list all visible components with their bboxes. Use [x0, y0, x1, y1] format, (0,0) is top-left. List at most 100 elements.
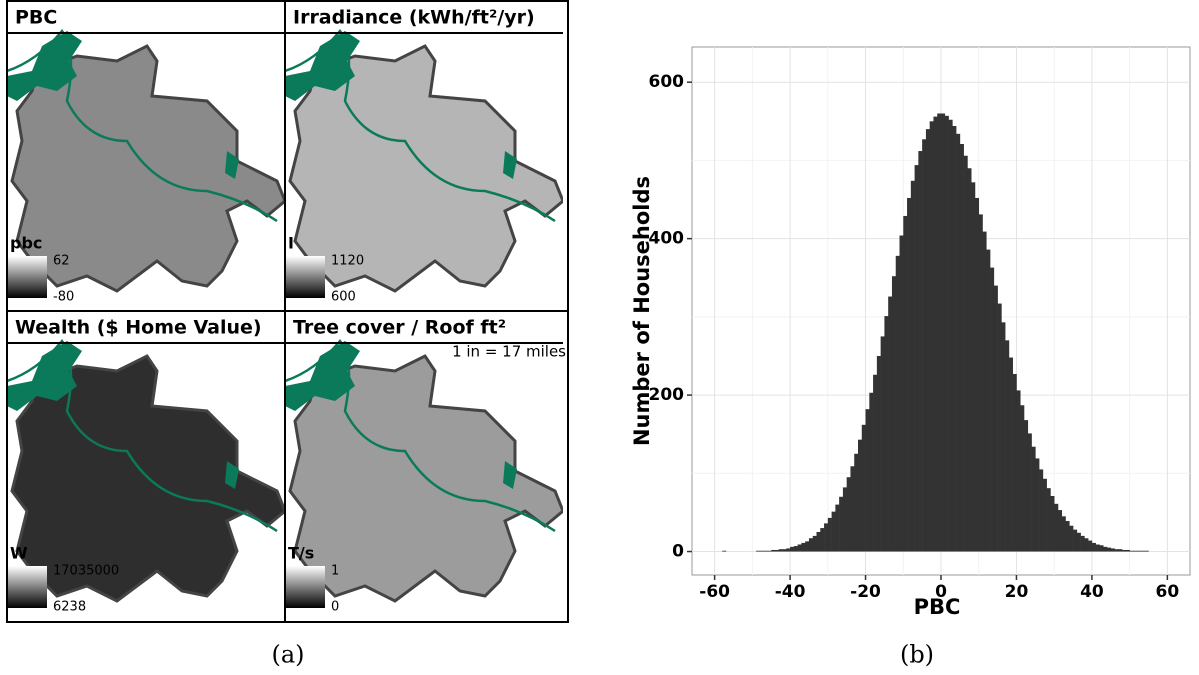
- bar: [907, 197, 912, 552]
- bar: [858, 439, 863, 552]
- bar: [1122, 549, 1127, 552]
- legend-min: 6238: [53, 600, 86, 615]
- bar: [1133, 550, 1138, 552]
- bar: [797, 544, 802, 552]
- caption: (a): [271, 641, 304, 669]
- bar: [1129, 550, 1134, 552]
- bar: [805, 541, 810, 552]
- x-axis-label: PBC: [914, 595, 961, 619]
- bar: [1107, 547, 1112, 552]
- bar: [888, 296, 893, 552]
- bar: [1016, 390, 1021, 552]
- bar: [1076, 532, 1081, 552]
- bar: [1024, 420, 1029, 552]
- bar: [1088, 540, 1093, 552]
- bar: [978, 214, 983, 552]
- bar: [756, 550, 761, 552]
- bar: [824, 523, 829, 552]
- bar: [1114, 549, 1119, 552]
- y-tick-label: 400: [649, 229, 685, 249]
- bar: [1137, 550, 1142, 552]
- bar: [967, 168, 972, 552]
- bar: [1073, 529, 1078, 552]
- bar: [827, 517, 832, 552]
- legend-title: W: [10, 544, 28, 563]
- x-tick-label: -40: [775, 582, 806, 602]
- bar: [1057, 510, 1063, 552]
- bar: [1069, 525, 1074, 552]
- bar: [963, 155, 968, 552]
- map-title: Tree cover / Roof ft²: [293, 317, 506, 339]
- bar: [759, 550, 764, 552]
- bar: [1125, 549, 1130, 552]
- bar: [816, 531, 821, 552]
- bar: [1061, 516, 1066, 552]
- x-tick-label: 40: [1080, 582, 1104, 602]
- bar: [925, 129, 930, 552]
- x-tick-label: 0: [935, 582, 947, 602]
- x-tick-label: -60: [699, 582, 730, 602]
- bar: [775, 549, 780, 552]
- legend-gradient: [7, 256, 47, 298]
- bar: [1103, 546, 1108, 552]
- bar: [793, 546, 798, 552]
- bar: [937, 113, 942, 552]
- bar: [1001, 322, 1006, 552]
- bar: [944, 115, 949, 552]
- bar: [1118, 549, 1123, 552]
- map: [7, 31, 285, 291]
- bar: [1140, 550, 1146, 552]
- bar: [763, 550, 768, 552]
- bar: [839, 496, 844, 552]
- legend-min: 600: [331, 290, 356, 305]
- bar: [1005, 340, 1010, 552]
- bar: [869, 392, 874, 552]
- y-tick-label: 600: [649, 72, 685, 92]
- bar: [959, 143, 964, 552]
- bar: [982, 231, 987, 552]
- bar: [820, 528, 825, 552]
- legend-gradient: [7, 566, 47, 608]
- bar: [1065, 521, 1070, 552]
- bar: [948, 119, 953, 552]
- bar: [722, 550, 727, 552]
- bar: [895, 255, 900, 552]
- map-title: Irradiance (kWh/ft²/yr): [293, 7, 535, 29]
- bar: [1099, 545, 1104, 552]
- legend-title: I: [288, 234, 294, 253]
- bar: [993, 285, 998, 552]
- bar: [891, 276, 897, 552]
- bar: [952, 126, 957, 552]
- bar: [971, 182, 976, 552]
- y-tick-label: 200: [649, 385, 685, 405]
- legend-min: -80: [53, 290, 74, 305]
- bar: [786, 548, 791, 552]
- bar: [1095, 544, 1100, 552]
- bar: [842, 487, 847, 552]
- bar: [835, 504, 840, 552]
- scale-note: 1 in = 17 miles: [452, 343, 566, 361]
- map-panels: PBC pbc 62 -80 Irradiance (kWh/ft²/yr) I 1120 6…: [7, 7, 563, 615]
- bar: [767, 550, 772, 552]
- bar: [918, 151, 923, 552]
- map: [285, 341, 563, 601]
- legend-title: pbc: [10, 234, 42, 253]
- bar: [956, 133, 961, 552]
- bar: [997, 303, 1002, 552]
- caption: (b): [900, 641, 934, 669]
- bar: [1050, 495, 1055, 552]
- legend-max: 1: [331, 564, 339, 579]
- bar: [1080, 535, 1085, 552]
- legend-gradient: [285, 256, 325, 298]
- map: [7, 341, 285, 601]
- bar: [782, 549, 787, 552]
- bar: [876, 355, 881, 552]
- bar: [861, 424, 866, 552]
- bar: [850, 466, 855, 552]
- map-title: Wealth ($ Home Value): [15, 317, 262, 339]
- bar: [1091, 542, 1096, 552]
- legend-max: 62: [53, 254, 70, 269]
- bar: [1035, 458, 1040, 552]
- bar: [778, 549, 783, 552]
